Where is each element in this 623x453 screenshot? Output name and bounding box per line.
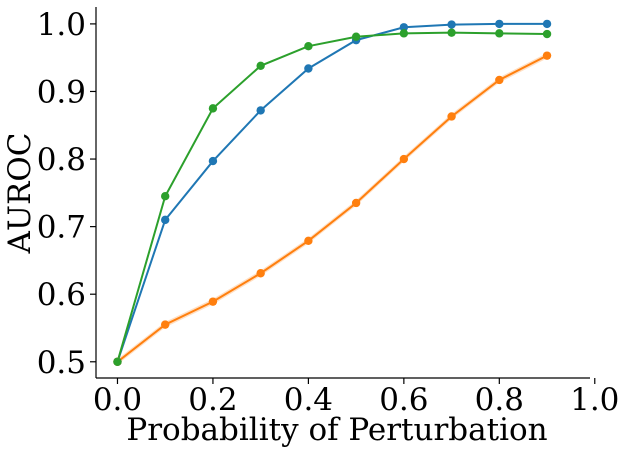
x-tick-label: 0.0 (93, 382, 142, 418)
series-2-point (161, 320, 170, 329)
series-3-line (116, 31, 548, 363)
series-2-point (256, 269, 265, 278)
y-axis-ticks: 0.5 0.6 0.7 0.8 0.9 1.0 (37, 7, 96, 381)
series-3-point (256, 61, 265, 70)
series-2-point (495, 75, 504, 85)
series-3-point (113, 357, 122, 366)
series-points (113, 19, 552, 366)
x-tick-label: 1.0 (570, 382, 619, 418)
y-tick-label: 0.8 (37, 142, 86, 178)
series-2-point (447, 112, 456, 121)
x-tick-label: 0.2 (188, 382, 237, 418)
x-tick-label: 0.8 (475, 382, 524, 418)
y-tick-label: 0.9 (37, 74, 86, 110)
series-2-point (399, 154, 409, 164)
series-2-point (208, 297, 218, 306)
series-2-band (117, 52, 548, 365)
series-3-point (161, 192, 170, 201)
series-3-point (399, 29, 409, 38)
x-axis-ticks: 0.0 0.2 0.4 0.6 0.8 1.0 (93, 378, 619, 418)
series-1-point (447, 20, 456, 29)
series-2-point (351, 198, 361, 208)
y-tick-label: 0.5 (37, 345, 86, 381)
series-1-line (116, 22, 548, 363)
series-lines (116, 22, 548, 363)
series-2-point (304, 236, 313, 246)
series-1-point (399, 23, 409, 32)
y-tick-label: 0.6 (37, 277, 86, 313)
series-1-point (495, 19, 504, 29)
series-1-point (304, 64, 313, 73)
y-axis-label: AUROC (2, 133, 38, 255)
series-1-point (542, 19, 552, 29)
series-3-point (495, 29, 504, 38)
series-3-point (304, 41, 313, 51)
series-2-line (116, 54, 548, 363)
y-tick-label: 1.0 (37, 7, 86, 43)
series-1-point (208, 156, 218, 166)
x-axis-label: Probability of Perturbation (126, 412, 547, 448)
series-3-point (351, 32, 361, 41)
series-2-point (542, 51, 552, 60)
y-tick-label: 0.7 (37, 210, 86, 246)
series-3-point (447, 28, 456, 37)
x-tick-label: 0.6 (379, 382, 428, 418)
series-3-point (208, 104, 218, 113)
series-1-point (161, 215, 170, 225)
series-3-point (542, 29, 552, 39)
confidence-bands (117, 52, 548, 365)
series-1-point (256, 106, 265, 115)
x-tick-label: 0.4 (284, 382, 333, 418)
